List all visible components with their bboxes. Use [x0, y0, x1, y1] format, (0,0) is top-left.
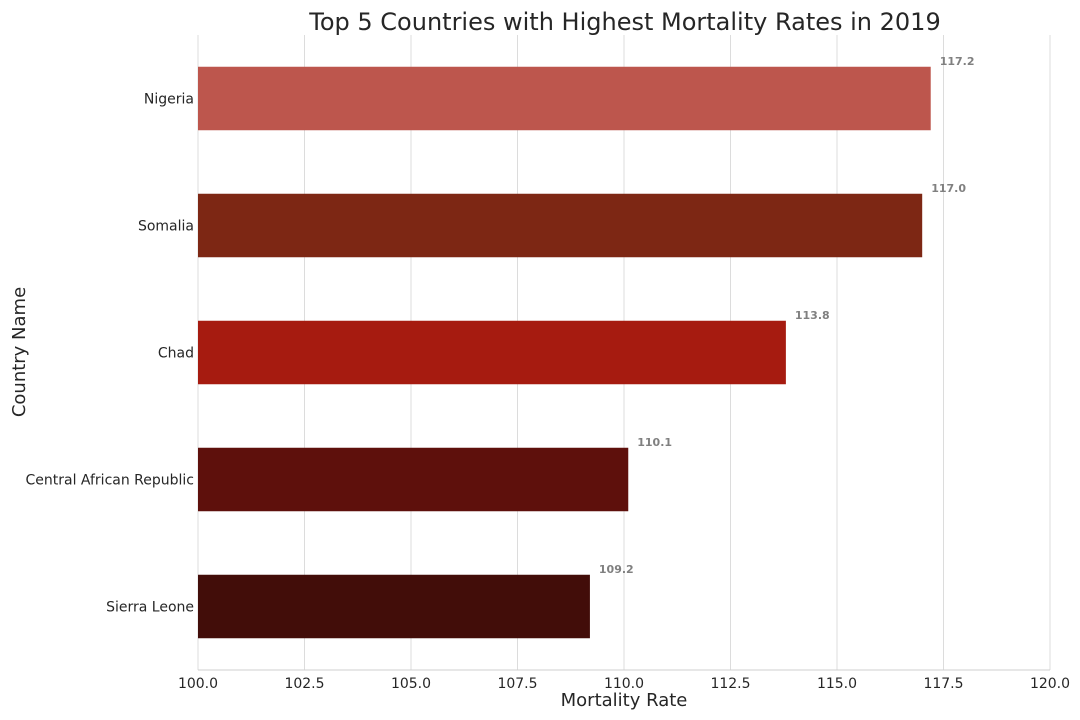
- bar-value-label: 110.1: [637, 436, 672, 449]
- x-tick-label: 100.0: [178, 676, 218, 692]
- bar-value-label: 109.2: [599, 563, 634, 576]
- y-tick-labels: Nigeria Somalia Chad Central African Republ…: [25, 92, 194, 616]
- bar: [198, 193, 923, 258]
- y-axis-label: Country Name: [9, 287, 30, 417]
- x-tick-label: 115.0: [817, 676, 857, 692]
- x-tick-labels: 100.0 102.5 105.0 107.5 110.0 112.5 115.0 117.5…: [178, 676, 1070, 692]
- x-tick-label: 117.5: [923, 676, 963, 692]
- bars: [198, 66, 931, 639]
- data-labels: 117.2 117.0 113.8 110.1 109.2: [599, 55, 975, 576]
- bar: [198, 574, 590, 639]
- bar: [198, 447, 629, 512]
- x-tick-label: 102.5: [284, 676, 324, 692]
- chart-title: Top 5 Countries with Highest Mortality R…: [308, 8, 940, 36]
- bar: [198, 320, 786, 385]
- bar-value-label: 113.8: [795, 309, 830, 322]
- x-tick-label: 120.0: [1030, 676, 1070, 692]
- bar-value-label: 117.2: [940, 55, 975, 68]
- y-tick-label: Central African Republic: [25, 473, 194, 489]
- x-tick-label: 107.5: [497, 676, 537, 692]
- bar-value-label: 117.0: [931, 182, 966, 195]
- x-axis-label: Mortality Rate: [561, 690, 688, 711]
- y-tick-label: Sierra Leone: [106, 600, 194, 616]
- x-tick-label: 110.0: [604, 676, 644, 692]
- x-tick-label: 105.0: [391, 676, 431, 692]
- bar: [198, 66, 931, 131]
- y-tick-label: Somalia: [138, 219, 194, 235]
- y-tick-label: Nigeria: [144, 92, 194, 108]
- x-tick-label: 112.5: [710, 676, 750, 692]
- y-tick-label: Chad: [158, 346, 194, 362]
